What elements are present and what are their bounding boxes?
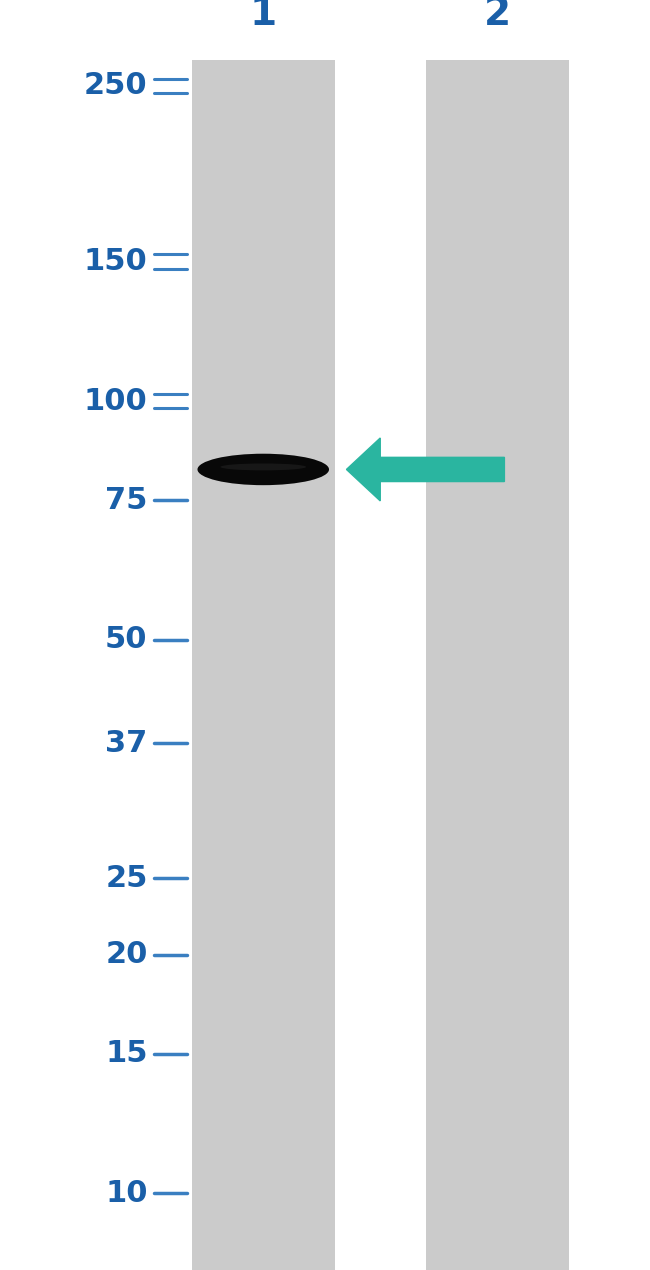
Text: 25: 25 bbox=[105, 864, 148, 893]
Text: 10: 10 bbox=[105, 1179, 148, 1208]
Ellipse shape bbox=[220, 464, 306, 470]
Text: 1: 1 bbox=[250, 0, 277, 33]
Bar bbox=[426, 60, 569, 1270]
Text: 150: 150 bbox=[84, 248, 148, 276]
Text: 37: 37 bbox=[105, 729, 148, 758]
Ellipse shape bbox=[198, 453, 329, 485]
Text: 100: 100 bbox=[84, 386, 148, 415]
Text: 250: 250 bbox=[84, 71, 148, 100]
Text: 75: 75 bbox=[105, 485, 148, 514]
Text: 50: 50 bbox=[105, 625, 148, 654]
FancyArrow shape bbox=[346, 438, 504, 500]
Text: 2: 2 bbox=[484, 0, 511, 33]
Text: 15: 15 bbox=[105, 1039, 148, 1068]
Text: 20: 20 bbox=[105, 940, 148, 969]
Bar bbox=[192, 60, 335, 1270]
